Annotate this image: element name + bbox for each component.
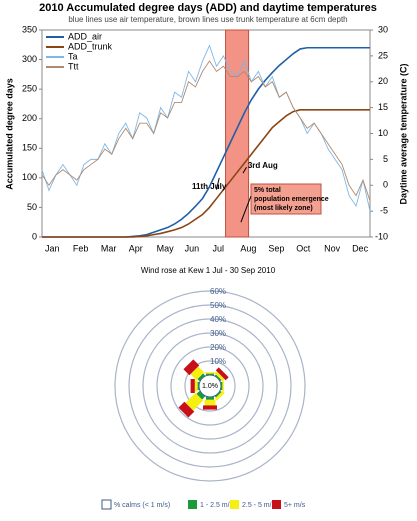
rose-segment [204,399,216,406]
rose-segment [197,382,200,390]
rose-segment [214,390,225,401]
x-tick-label: Jul [212,243,224,253]
rose-segment [194,380,198,392]
rose-segment [222,380,224,392]
legend-label: Ta [68,51,78,61]
annotation-line: (most likely zone) [254,205,313,212]
legend-label: ADD_trunk [68,41,113,51]
ring-label: 50% [210,301,226,310]
chart-subtitle: blue lines use air temperature, brown li… [68,15,347,24]
rose-segment [206,397,214,400]
rose-segment [178,401,195,418]
rose-segment [215,367,229,381]
ring-label: 20% [210,343,226,352]
rose-segment [214,374,222,382]
legend-label: % calms (< 1 m/s) [114,502,170,509]
y-tick-label: 50 [27,202,37,212]
ring-label: 30% [210,329,226,338]
legend-label: 5+ m/s [284,502,306,509]
ring [184,360,236,412]
rose-segment [183,359,200,376]
ring [128,304,292,468]
rose-segment [214,390,222,398]
calm-label: 1.0% [202,383,218,390]
legend-label: ADD_air [68,31,102,41]
series-line [42,109,370,238]
rose-segment [204,372,216,374]
ring [170,346,250,426]
y-tick-label: 250 [22,84,37,94]
rose-segment [197,373,206,382]
y2-axis-label: Daytime average temperature (C) [398,63,408,204]
rose-segment [190,366,205,381]
y2-tick-label: -5 [380,206,388,216]
rose-segment [206,373,214,375]
x-tick-label: Aug [240,243,256,253]
x-tick-label: May [157,243,175,253]
x-tick-label: Jan [45,243,60,253]
y-tick-label: 0 [32,231,37,241]
ring [142,318,278,454]
x-tick-label: Jun [185,243,200,253]
x-tick-label: Feb [73,243,89,253]
legend-swatch [230,500,239,509]
legend-label: Ttt [68,61,79,71]
y2-tick-label: 30 [378,24,388,34]
annotation: 11th July [192,182,227,191]
legend-swatch [101,499,112,510]
rose-segment [203,405,217,410]
emergence-zone [225,29,250,238]
y2-tick-label: 25 [378,50,388,60]
rose-segment [214,371,225,382]
x-tick-label: Mar [101,243,117,253]
y-axis-label: Accumulated degree days [4,78,14,190]
y2-tick-label: 15 [378,102,388,112]
y2-tick-label: 5 [383,154,388,164]
rose-segment [185,392,204,411]
ring [114,290,306,482]
y2-tick-label: 20 [378,76,388,86]
y-tick-label: 350 [22,24,37,34]
series-line [41,60,371,201]
chart-title: Wind rose at Kew 1 Jul - 30 Sep 2010 [141,266,276,275]
rose-segment [190,379,195,393]
x-tick-label: Oct [296,243,311,253]
legend-swatch [272,500,281,509]
annotation-arrow [240,195,252,223]
y-tick-label: 150 [22,143,37,153]
legend-swatch [188,500,197,509]
legend-label: 2.5 - 5 m/s [242,502,276,509]
ring-label: 60% [210,287,226,296]
ring-label: 40% [210,315,226,324]
annotation-box [250,183,322,215]
y2-tick-label: -10 [375,231,388,241]
ring-label: 10% [210,357,226,366]
annotation-arrow [242,166,247,174]
x-tick-label: Nov [324,243,341,253]
y-tick-label: 100 [22,172,37,182]
annotation: 3rd Aug [248,161,278,170]
y-tick-label: 300 [22,54,37,64]
annotation-line: 5% total [254,187,281,194]
rose-segment [196,390,206,400]
x-tick-label: Apr [129,243,143,253]
rose-segment [220,382,223,390]
y2-tick-label: 0 [383,180,388,190]
annotation-arrow [215,177,220,190]
annotation: 5% total population emergence (most likely… [254,187,329,212]
x-tick-label: Dec [352,243,369,253]
x-tick-label: Sep [268,243,284,253]
annotation-line: population emergence [254,196,329,203]
legend-label: 1 - 2.5 m/s [200,502,234,509]
ring [156,332,264,440]
y2-tick-label: 10 [378,128,388,138]
chart-title: 2010 Accumulated degree days (ADD) and d… [39,2,377,14]
y-tick-label: 200 [22,113,37,123]
